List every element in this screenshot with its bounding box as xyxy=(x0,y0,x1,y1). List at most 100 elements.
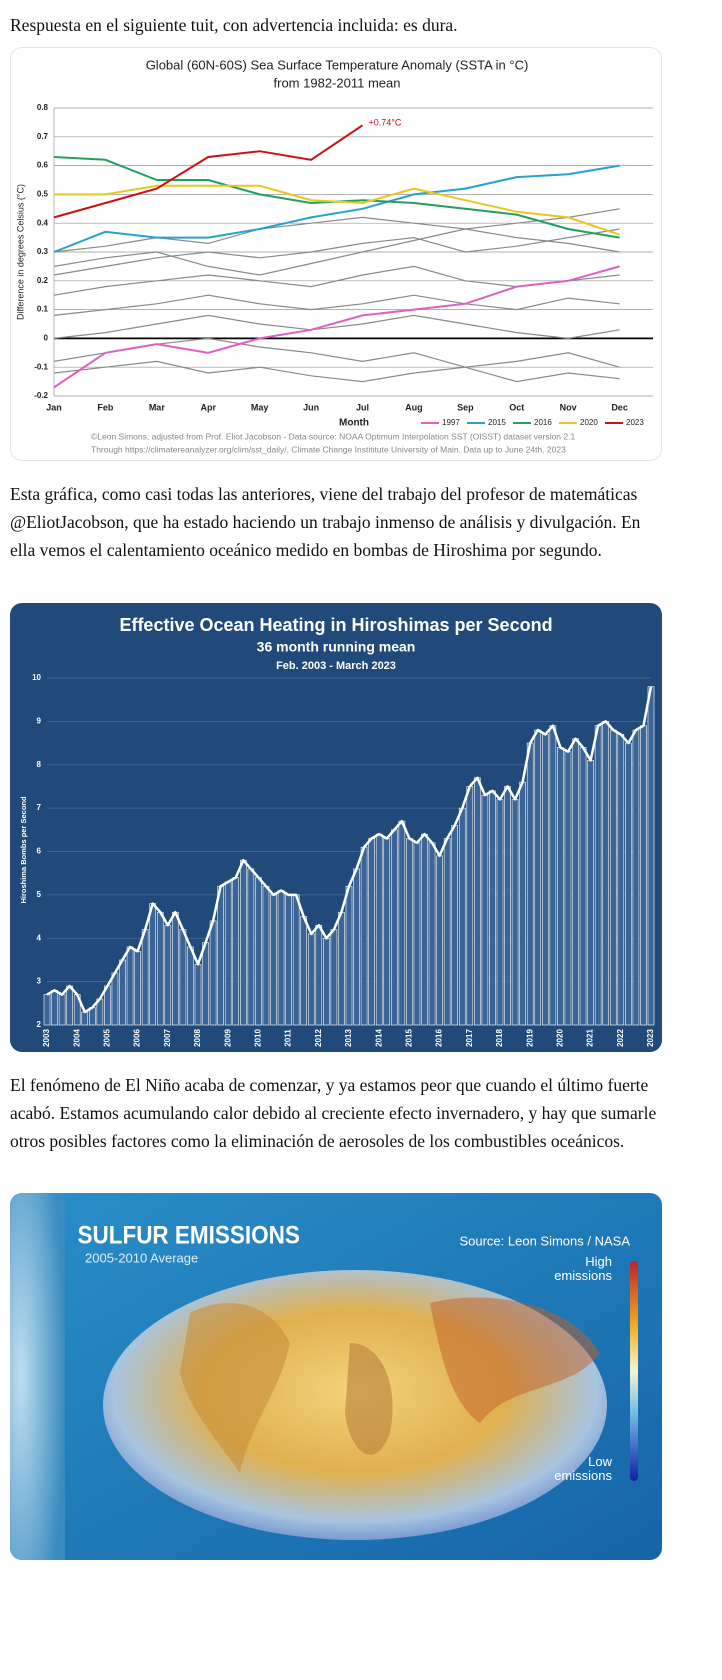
y-tick-label: 6 xyxy=(37,847,42,856)
y-tick-label: 8 xyxy=(37,760,42,769)
series-line xyxy=(53,208,620,253)
bar xyxy=(58,994,66,1026)
bar xyxy=(474,777,481,1026)
x-tick-label: 2010 xyxy=(254,1029,263,1047)
bar xyxy=(549,725,557,1026)
x-tick-label: 2003 xyxy=(42,1029,51,1047)
image-card: Effective Ocean Heating in Hiroshimas pe… xyxy=(10,603,662,1052)
x-tick-label: 2008 xyxy=(193,1029,202,1047)
legend-label: 2016 xyxy=(534,418,552,427)
series-line xyxy=(53,265,620,389)
bar xyxy=(451,825,459,1026)
bar xyxy=(262,885,270,1026)
trend-line xyxy=(46,686,653,1014)
credit: Through https://climatereanalyzer.org/cl… xyxy=(91,444,566,454)
x-tick-label: 2016 xyxy=(435,1029,444,1047)
y-tick-label: 0.3 xyxy=(37,247,49,256)
x-tick-label: Jan xyxy=(46,402,62,412)
legend-high: High emissions xyxy=(554,1254,612,1283)
y-tick-label: 0.5 xyxy=(37,190,49,199)
x-tick-label: Aug xyxy=(405,402,423,412)
land xyxy=(345,1343,393,1455)
bar xyxy=(126,946,134,1026)
bar xyxy=(375,833,383,1026)
bar xyxy=(398,820,406,1026)
bar xyxy=(239,859,247,1026)
x-tick-label: Apr xyxy=(200,402,216,412)
series-line xyxy=(53,360,620,383)
series-line xyxy=(54,184,620,236)
bar xyxy=(466,786,474,1026)
bar xyxy=(164,924,172,1026)
bar xyxy=(511,799,519,1026)
y-tick-label: 7 xyxy=(37,803,42,812)
bar xyxy=(292,894,300,1026)
bar xyxy=(141,929,149,1026)
x-tick-label: Dec xyxy=(611,402,628,412)
bar xyxy=(406,838,413,1026)
x-tick-label: Jul xyxy=(356,402,369,412)
bar xyxy=(489,790,496,1026)
y-tick-label: -0.2 xyxy=(34,391,48,400)
bar xyxy=(428,842,436,1026)
bar xyxy=(640,725,647,1026)
bar xyxy=(345,885,353,1026)
y-tick-label: 0.6 xyxy=(37,161,49,170)
x-tick-label: 2007 xyxy=(163,1029,172,1047)
bar xyxy=(353,868,360,1026)
y-tick-label: 0 xyxy=(44,334,49,343)
image-subtitle: 2005-2010 Average xyxy=(85,1250,198,1265)
image-card: Global (60N-60S) Sea Surface Temperature… xyxy=(10,47,662,461)
x-tick-label: 2020 xyxy=(556,1029,565,1047)
x-tick-label: Jun xyxy=(303,402,319,412)
bar xyxy=(194,963,202,1026)
series-line xyxy=(53,314,620,340)
chart-period: Feb. 2003 - March 2023 xyxy=(276,660,396,672)
bar xyxy=(270,894,277,1026)
legend-label: 1997 xyxy=(442,418,460,427)
x-axis-label: Month xyxy=(339,418,369,429)
bar xyxy=(564,751,572,1026)
y-tick-label: 0.2 xyxy=(37,276,49,285)
bar xyxy=(587,760,594,1026)
bar xyxy=(51,989,58,1026)
chart-title: Effective Ocean Heating in Hiroshimas pe… xyxy=(119,615,552,635)
y-tick-label: 3 xyxy=(37,977,42,986)
bar xyxy=(330,929,338,1026)
y-axis-label: Hiroshima Bombs per Second xyxy=(19,796,28,904)
legend-label: 2015 xyxy=(488,418,506,427)
bar xyxy=(519,781,526,1026)
bar xyxy=(602,721,610,1026)
bar xyxy=(172,911,179,1026)
bar xyxy=(504,786,511,1026)
bar xyxy=(436,855,443,1026)
bar xyxy=(390,829,398,1026)
legend-label: 2020 xyxy=(580,418,598,427)
bar xyxy=(647,686,655,1026)
x-tick-label: 2012 xyxy=(314,1029,323,1047)
y-tick-label: 5 xyxy=(37,890,42,899)
x-tick-label: 2009 xyxy=(223,1029,232,1047)
land xyxy=(430,1297,600,1423)
x-tick-label: Feb xyxy=(97,402,114,412)
bar xyxy=(179,929,187,1026)
bar xyxy=(81,1011,89,1026)
bar xyxy=(458,807,466,1026)
paragraph: Respuesta en el siguiente tuit, con adve… xyxy=(10,15,458,35)
x-tick-label: 2017 xyxy=(465,1029,474,1047)
x-tick-label: 2004 xyxy=(72,1029,81,1047)
bar xyxy=(383,838,391,1026)
image-title: SULFUR EMISSIONS xyxy=(78,1222,300,1250)
series-line xyxy=(53,294,620,316)
bar xyxy=(421,833,428,1026)
x-tick-label: 2022 xyxy=(616,1029,625,1047)
bar xyxy=(632,729,640,1026)
bar xyxy=(134,950,141,1026)
bar xyxy=(526,742,534,1026)
bar xyxy=(255,877,262,1026)
bar xyxy=(413,842,421,1026)
bar xyxy=(209,920,217,1026)
bar xyxy=(541,734,549,1026)
x-tick-label: 2006 xyxy=(133,1029,142,1047)
